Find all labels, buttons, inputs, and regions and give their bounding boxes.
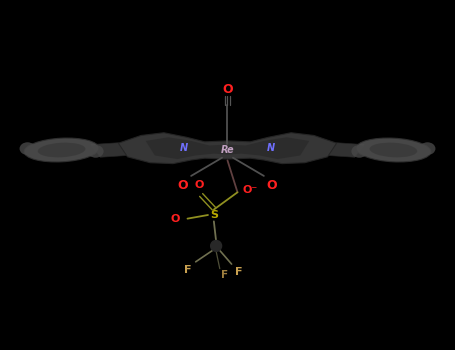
Polygon shape: [146, 137, 309, 159]
Text: O: O: [222, 83, 233, 96]
Text: N: N: [180, 143, 188, 153]
Ellipse shape: [356, 138, 431, 162]
Text: F: F: [184, 265, 191, 275]
Text: O: O: [177, 178, 188, 191]
Ellipse shape: [369, 143, 417, 158]
Text: O: O: [267, 178, 278, 191]
Text: S: S: [210, 210, 218, 220]
Text: O: O: [195, 180, 204, 190]
Ellipse shape: [88, 145, 104, 158]
Circle shape: [211, 240, 222, 251]
Polygon shape: [91, 143, 127, 157]
Text: F: F: [221, 271, 228, 280]
Polygon shape: [328, 143, 364, 157]
Text: O⁻: O⁻: [243, 185, 258, 195]
Polygon shape: [118, 133, 337, 164]
Ellipse shape: [420, 142, 435, 155]
Text: F: F: [235, 267, 243, 277]
Ellipse shape: [38, 143, 86, 158]
Text: Re: Re: [221, 145, 234, 155]
Ellipse shape: [24, 138, 99, 162]
Ellipse shape: [20, 142, 35, 155]
Text: N: N: [267, 143, 275, 153]
Text: O: O: [170, 214, 179, 224]
Ellipse shape: [351, 145, 367, 158]
